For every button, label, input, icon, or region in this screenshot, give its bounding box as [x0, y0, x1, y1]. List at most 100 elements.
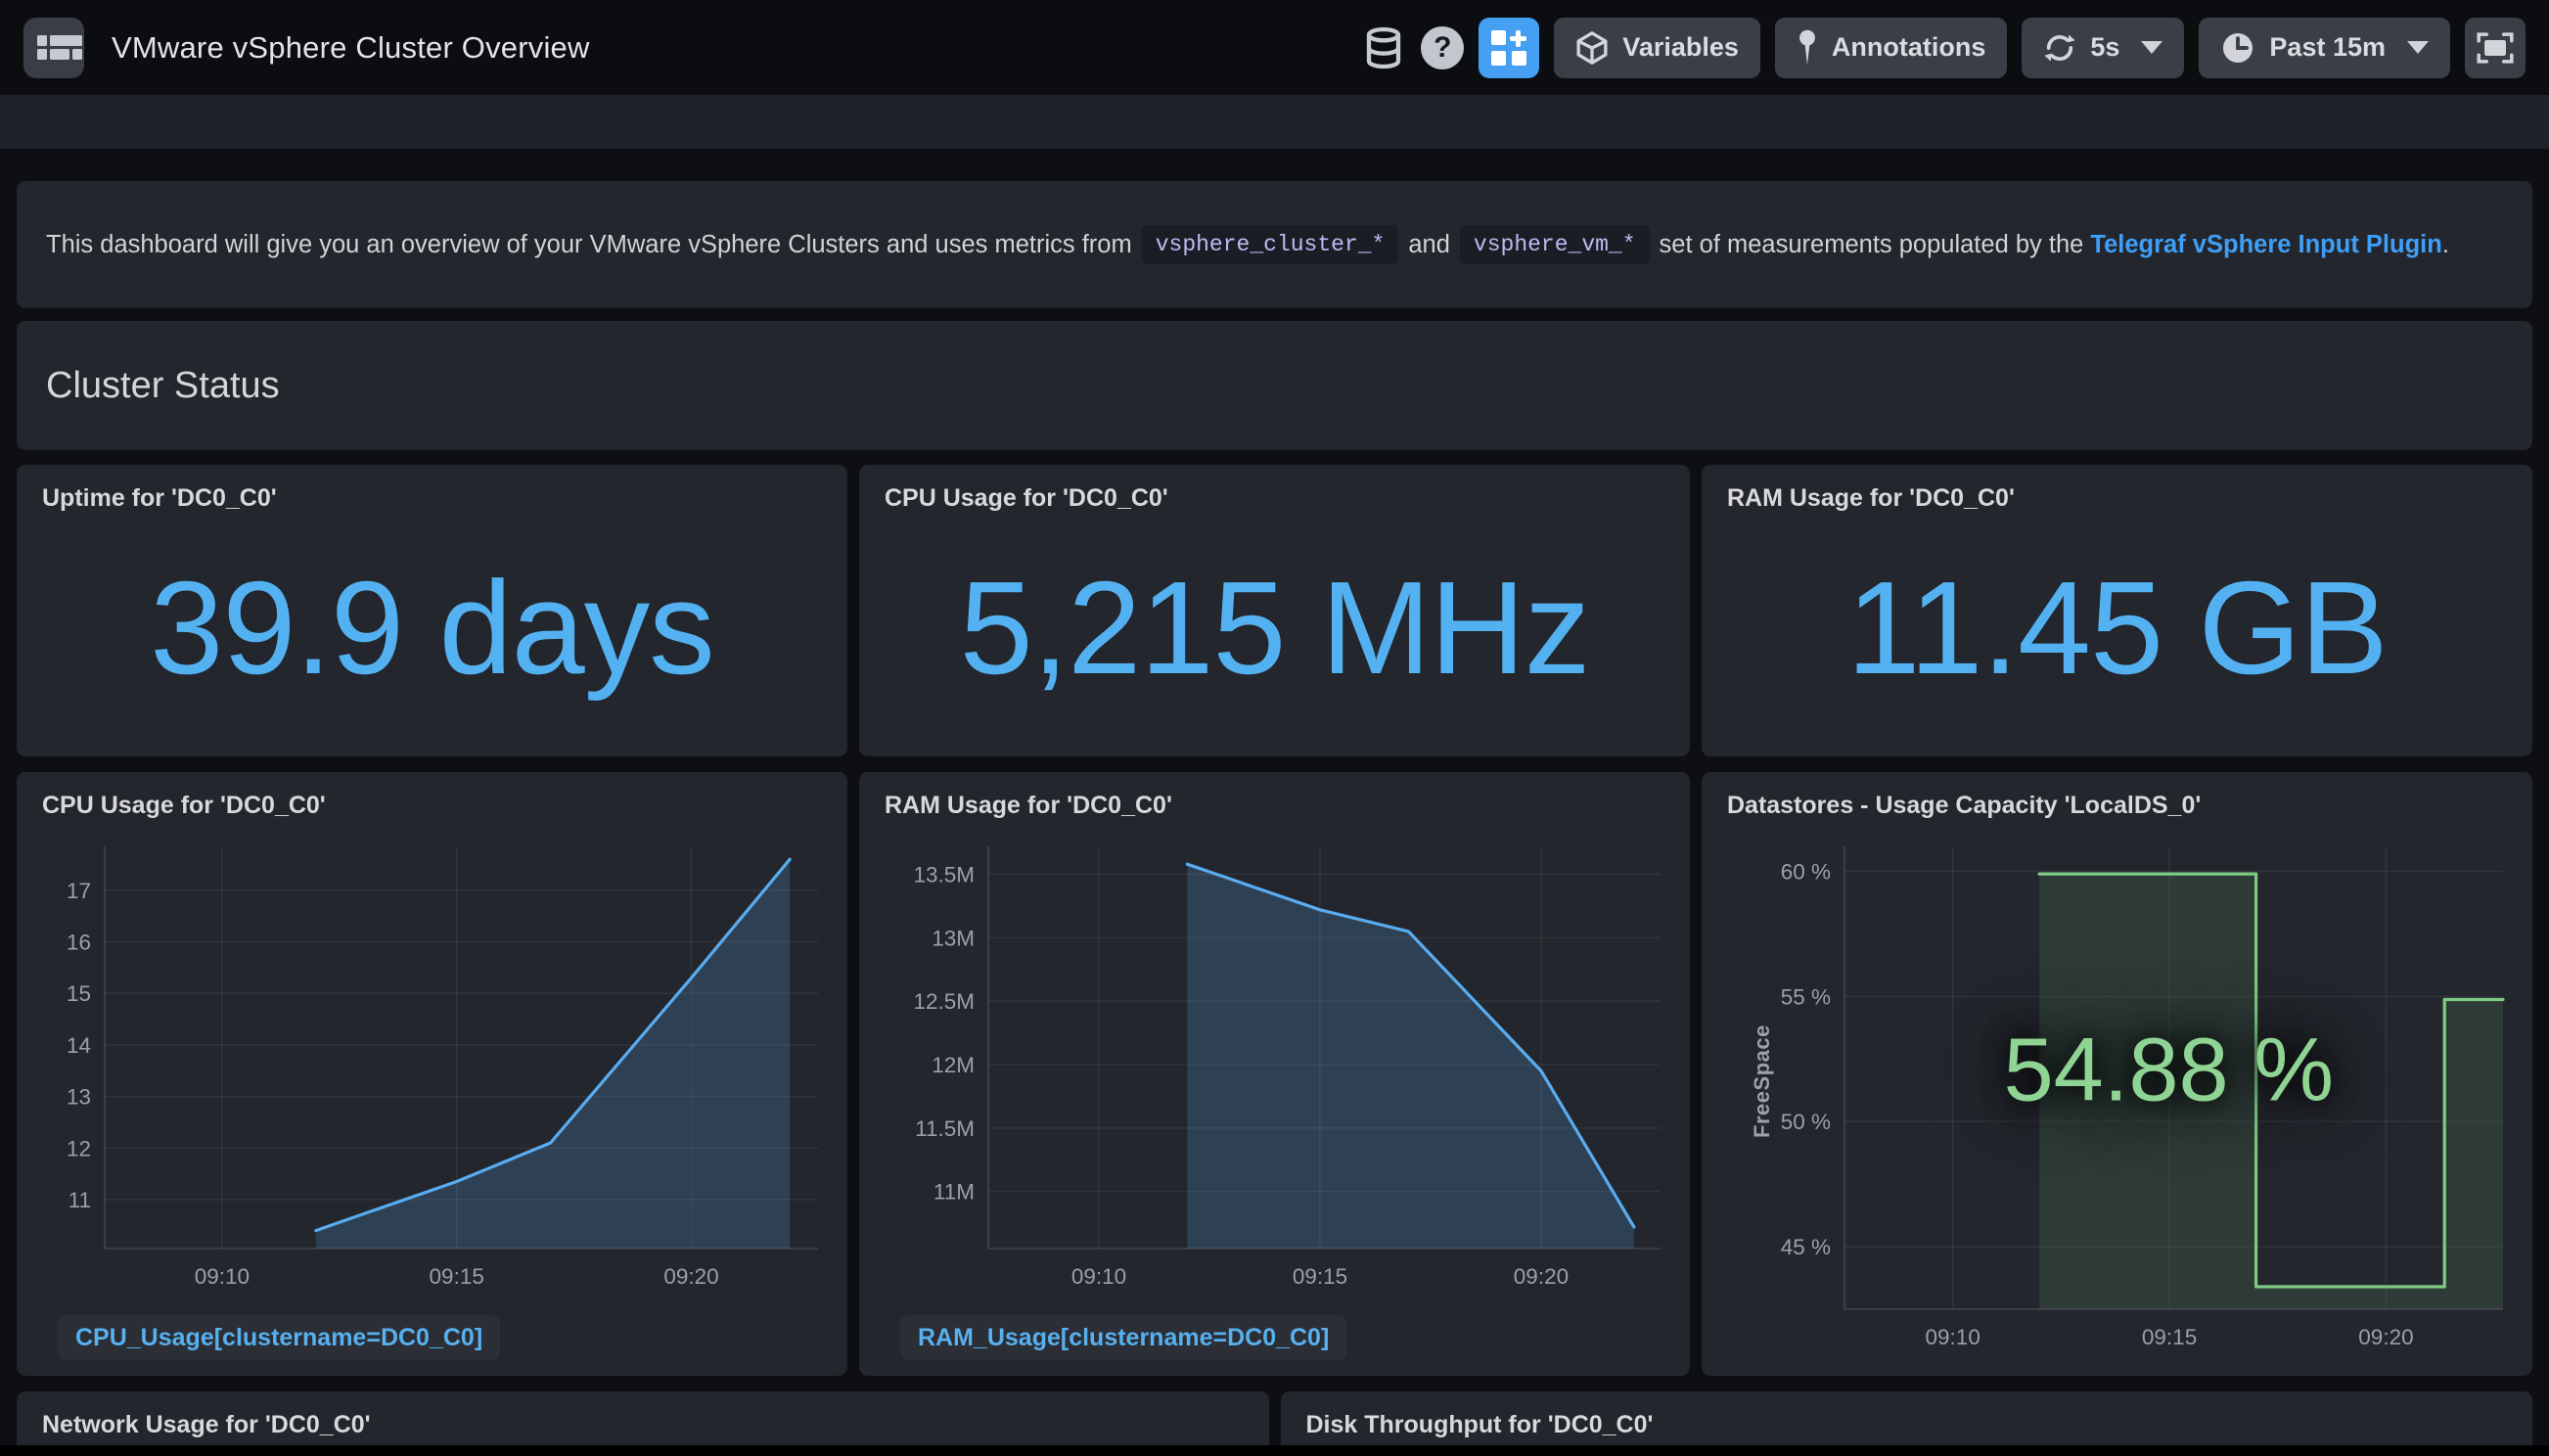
cpu-usage-chart[interactable]: 11 12 13 14 15 16 17 09:10 09:15 09:20	[26, 833, 834, 1299]
database-icon	[1367, 26, 1401, 68]
variables-label: Variables	[1622, 32, 1739, 62]
series-area	[1187, 864, 1634, 1249]
uptime-stat-panel: Uptime for 'DC0_C0' 39.9 days	[17, 465, 847, 756]
chart-row: CPU Usage for 'DC0_C0' 11 12 13 14 15 16 17 09:…	[17, 772, 2532, 1376]
cpu-usage-chart-panel: CPU Usage for 'DC0_C0' 11 12 13 14 15 16 17 09:…	[17, 772, 847, 1376]
add-panel-button[interactable]	[1479, 17, 1540, 78]
y-tick-label: 11M	[933, 1180, 975, 1205]
cluster-status-section-panel: Cluster Status	[17, 321, 2532, 450]
y-tick-label: 12	[67, 1136, 91, 1160]
cpu-series-legend[interactable]: CPU_Usage[clustername=DC0_C0]	[58, 1315, 501, 1360]
x-tick-label: 09:10	[1926, 1325, 1980, 1349]
time-range-value: Past 15m	[2269, 32, 2386, 62]
monitor-icon	[2477, 31, 2514, 64]
top-navbar: VMware vSphere Cluster Overview ?	[0, 0, 2549, 95]
description-text-end: .	[2441, 230, 2449, 258]
ram-stat-value: 11.45 GB	[1846, 554, 2388, 702]
panel-title[interactable]: CPU Usage for 'DC0_C0'	[42, 792, 326, 819]
refresh-interval-value: 5s	[2090, 32, 2120, 62]
pin-icon	[1798, 29, 1815, 65]
cpu-stat-value: 5,215 MHz	[959, 554, 1591, 702]
series-area	[2039, 874, 2503, 1309]
x-tick-label: 09:10	[195, 1264, 250, 1289]
x-tick-label: 09:20	[1514, 1264, 1569, 1289]
tv-mode-button[interactable]	[2465, 17, 2526, 78]
clock-icon	[2223, 32, 2253, 63]
y-tick-label: 55 %	[1781, 984, 1831, 1009]
x-tick-label: 09:20	[2358, 1325, 2413, 1349]
ram-usage-chart-panel: RAM Usage for 'DC0_C0' 11M 11.5M 12M 12.5M 1…	[859, 772, 1690, 1376]
network-usage-panel: Network Usage for 'DC0_C0'	[17, 1391, 1269, 1445]
cpu-stat-panel: CPU Usage for 'DC0_C0' 5,215 MHz	[859, 465, 1690, 756]
x-tick-label: 09:15	[1293, 1264, 1347, 1289]
datastore-capacity-chart-panel: Datastores - Usage Capacity 'LocalDS_0' …	[1702, 772, 2532, 1376]
series-line	[314, 857, 792, 1233]
x-tick-label: 09:15	[2142, 1325, 2197, 1349]
y-tick-label: 15	[67, 981, 91, 1006]
refresh-icon	[2044, 34, 2075, 61]
y-tick-label: 11	[68, 1188, 91, 1212]
panel-title[interactable]: RAM Usage for 'DC0_C0'	[885, 792, 1172, 819]
page-title: VMware vSphere Cluster Overview	[112, 29, 590, 65]
ram-series-legend[interactable]: RAM_Usage[clustername=DC0_C0]	[900, 1315, 1347, 1360]
series-area	[315, 859, 791, 1249]
annotations-label: Annotations	[1831, 32, 1986, 62]
chart-canvas: 45 % 50 % 55 % 60 % 09:10 09:15 09:20	[1781, 846, 2505, 1349]
series-line	[2037, 872, 2505, 1289]
measurement-code-vm: vsphere_vm_*	[1459, 225, 1650, 264]
time-range-picker[interactable]: Past 15m	[2199, 17, 2450, 78]
dashboard-content: This dashboard will give you an overview…	[0, 149, 2549, 1445]
x-tick-label: 09:20	[663, 1264, 718, 1289]
datasource-button[interactable]	[1361, 25, 1406, 70]
variables-button[interactable]: Variables	[1554, 17, 1760, 78]
telegraf-plugin-link[interactable]: Telegraf vSphere Input Plugin	[2090, 230, 2442, 258]
description-text-after: set of measurements populated by the	[1659, 230, 2084, 258]
chevron-down-icon	[2407, 41, 2429, 54]
datastore-capacity-chart[interactable]: FreeSpace 54.88 % 45 % 50 % 55 % 60 % 09:10 0…	[1741, 833, 2519, 1360]
panel-title[interactable]: Disk Throughput for 'DC0_C0'	[1305, 1411, 1654, 1438]
add-panel-icon	[1491, 29, 1527, 66]
annotations-button[interactable]: Annotations	[1774, 17, 2008, 78]
freespace-axis-label: FreeSpace	[1749, 1024, 1774, 1138]
stat-row: Uptime for 'DC0_C0' 39.9 days CPU Usage …	[17, 465, 2532, 756]
y-tick-label: 13	[67, 1085, 91, 1110]
description-text-mid: and	[1408, 230, 1450, 258]
section-title: Cluster Status	[46, 364, 280, 406]
x-tick-label: 09:10	[1071, 1264, 1126, 1289]
ram-stat-panel: RAM Usage for 'DC0_C0' 11.45 GB	[1702, 465, 2532, 756]
x-tick-label: 09:15	[430, 1264, 484, 1289]
y-tick-label: 14	[67, 1033, 91, 1058]
chart-canvas: 11M 11.5M 12M 12.5M 13M 13.5M 09:10 09:15 09:20	[913, 846, 1661, 1289]
panel-title[interactable]: Network Usage for 'DC0_C0'	[42, 1411, 371, 1438]
dashboard-subheader-band	[0, 95, 2549, 149]
question-mark-icon: ?	[1434, 30, 1452, 64]
chart-canvas: 11 12 13 14 15 16 17 09:10 09:15 09:20	[67, 846, 818, 1289]
y-tick-label: 11.5M	[915, 1116, 975, 1141]
chevron-down-icon	[2141, 41, 2163, 54]
y-tick-label: 13M	[932, 926, 975, 950]
y-tick-label: 45 %	[1781, 1235, 1831, 1259]
description-text-before: This dashboard will give you an overview…	[46, 230, 1132, 258]
y-tick-label: 60 %	[1781, 860, 1831, 885]
y-tick-label: 16	[67, 930, 91, 954]
y-tick-label: 50 %	[1781, 1110, 1831, 1134]
dashboard-grid-icon	[37, 34, 82, 61]
cube-icon	[1576, 30, 1608, 65]
measurement-code-cluster: vsphere_cluster_*	[1141, 225, 1399, 264]
uptime-stat-value: 39.9 days	[150, 554, 714, 702]
y-tick-label: 12M	[932, 1053, 975, 1077]
y-tick-label: 12.5M	[913, 989, 975, 1014]
freespace-current-value: 54.88 %	[2003, 1020, 2335, 1120]
panel-title[interactable]: Datastores - Usage Capacity 'LocalDS_0'	[1727, 792, 2202, 819]
y-tick-label: 13.5M	[913, 863, 975, 887]
ram-usage-chart[interactable]: 11M 11.5M 12M 12.5M 13M 13.5M 09:10 09:15 09:20	[869, 833, 1676, 1299]
help-button[interactable]: ?	[1421, 25, 1465, 69]
dashboard-description-panel: This dashboard will give you an overview…	[17, 181, 2532, 308]
bottom-row: Network Usage for 'DC0_C0' Disk Throughp…	[17, 1391, 2532, 1445]
disk-throughput-panel: Disk Throughput for 'DC0_C0'	[1280, 1391, 2532, 1445]
series-line	[1185, 862, 1636, 1229]
y-tick-label: 17	[67, 879, 91, 903]
refresh-picker[interactable]: 5s	[2022, 17, 2185, 78]
apps-menu-button[interactable]	[23, 17, 84, 78]
